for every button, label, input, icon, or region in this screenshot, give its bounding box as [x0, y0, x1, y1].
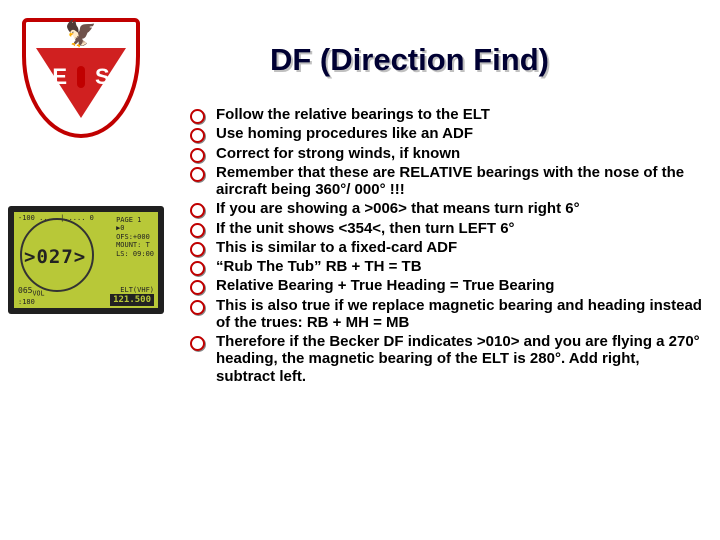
lcd-vol-label: VOL	[32, 290, 44, 298]
logo-letter-left: E	[52, 64, 67, 89]
triangle-wrap: ES	[36, 48, 126, 118]
lcd-vol-val: 065	[18, 286, 32, 295]
lcd-screen: -100 .....|..... 0 >027> PAGE 1 ▶0 OFS:+…	[14, 212, 158, 308]
logo-letter-right: S	[95, 64, 110, 89]
bullet-text: Remember that these are RELATIVE bearing…	[216, 164, 702, 199]
bullet-text: This is similar to a fixed-card ADF	[216, 239, 457, 256]
lcd-bottom-right: ELT(VHF) 121.500	[110, 286, 154, 306]
slide: 🦅 ES DF (Direction Find) -100 .....|....…	[0, 0, 720, 540]
list-item: If you are showing a >006> that means tu…	[190, 200, 702, 217]
bullet-text: Correct for strong winds, if known	[216, 145, 460, 162]
lcd-bottom-row: 065VOL :180 ELT(VHF) 121.500	[18, 286, 154, 306]
bullet-icon	[190, 336, 208, 348]
bullet-icon	[190, 128, 208, 140]
bullet-text: “Rub The Tub” RB + TH = TB	[216, 258, 422, 275]
bullet-icon	[190, 203, 208, 215]
lcd-bearing: >027>	[24, 246, 86, 268]
lcd-mode: ELT(VHF)	[110, 286, 154, 294]
lcd-bottom-left: 065VOL :180	[18, 286, 44, 306]
bullet-icon	[190, 148, 208, 160]
lcd-right-2: OFS:+000	[116, 233, 154, 241]
eagle-icon: 🦅	[65, 18, 97, 49]
logo-shield: 🦅 ES	[22, 18, 142, 158]
bullet-icon	[190, 167, 208, 179]
lcd-sub: :180	[18, 298, 44, 306]
list-item: “Rub The Tub” RB + TH = TB	[190, 258, 702, 275]
lcd-right-3: MOUNT: T	[116, 241, 154, 249]
lcd-right-0: PAGE 1	[116, 216, 154, 224]
lcd-frequency: 121.500	[110, 294, 154, 306]
list-item: If the unit shows <354<, then turn LEFT …	[190, 220, 702, 237]
list-item: Correct for strong winds, if known	[190, 145, 702, 162]
bullet-icon	[190, 242, 208, 254]
bullet-icon	[190, 280, 208, 292]
list-item: This is also true if we replace magnetic…	[190, 297, 702, 332]
list-item: Relative Bearing + True Heading = True B…	[190, 277, 702, 294]
bullet-text: If the unit shows <354<, then turn LEFT …	[216, 220, 515, 237]
list-item: Therefore if the Becker DF indicates >01…	[190, 333, 702, 385]
bullet-list: Follow the relative bearings to the ELT …	[190, 106, 702, 387]
bullet-icon	[190, 261, 208, 273]
bullet-icon	[190, 223, 208, 235]
bullet-icon	[190, 109, 208, 121]
shield-eagle-row: 🦅	[32, 20, 130, 46]
lcd-right-1: ▶0	[116, 224, 154, 232]
bullet-text: Use homing procedures like an ADF	[216, 125, 473, 142]
bullet-icon	[190, 300, 208, 312]
bullet-text: Relative Bearing + True Heading = True B…	[216, 277, 554, 294]
list-item: This is similar to a fixed-card ADF	[190, 239, 702, 256]
bullet-text: If you are showing a >006> that means tu…	[216, 200, 580, 217]
triangle-letters: ES	[36, 64, 126, 90]
lcd-right-column: PAGE 1 ▶0 OFS:+000 MOUNT: T LS: 09:00	[116, 216, 154, 258]
slide-title: DF (Direction Find)	[270, 42, 549, 78]
list-item: Remember that these are RELATIVE bearing…	[190, 164, 702, 199]
lcd-right-4: LS: 09:00	[116, 250, 154, 258]
df-device: -100 .....|..... 0 >027> PAGE 1 ▶0 OFS:+…	[8, 206, 164, 314]
list-item: Use homing procedures like an ADF	[190, 125, 702, 142]
bullet-text: Therefore if the Becker DF indicates >01…	[216, 333, 702, 385]
shield-graphic: 🦅 ES	[22, 18, 140, 148]
bullet-text: Follow the relative bearings to the ELT	[216, 106, 490, 123]
bullet-text: This is also true if we replace magnetic…	[216, 297, 702, 332]
list-item: Follow the relative bearings to the ELT	[190, 106, 702, 123]
